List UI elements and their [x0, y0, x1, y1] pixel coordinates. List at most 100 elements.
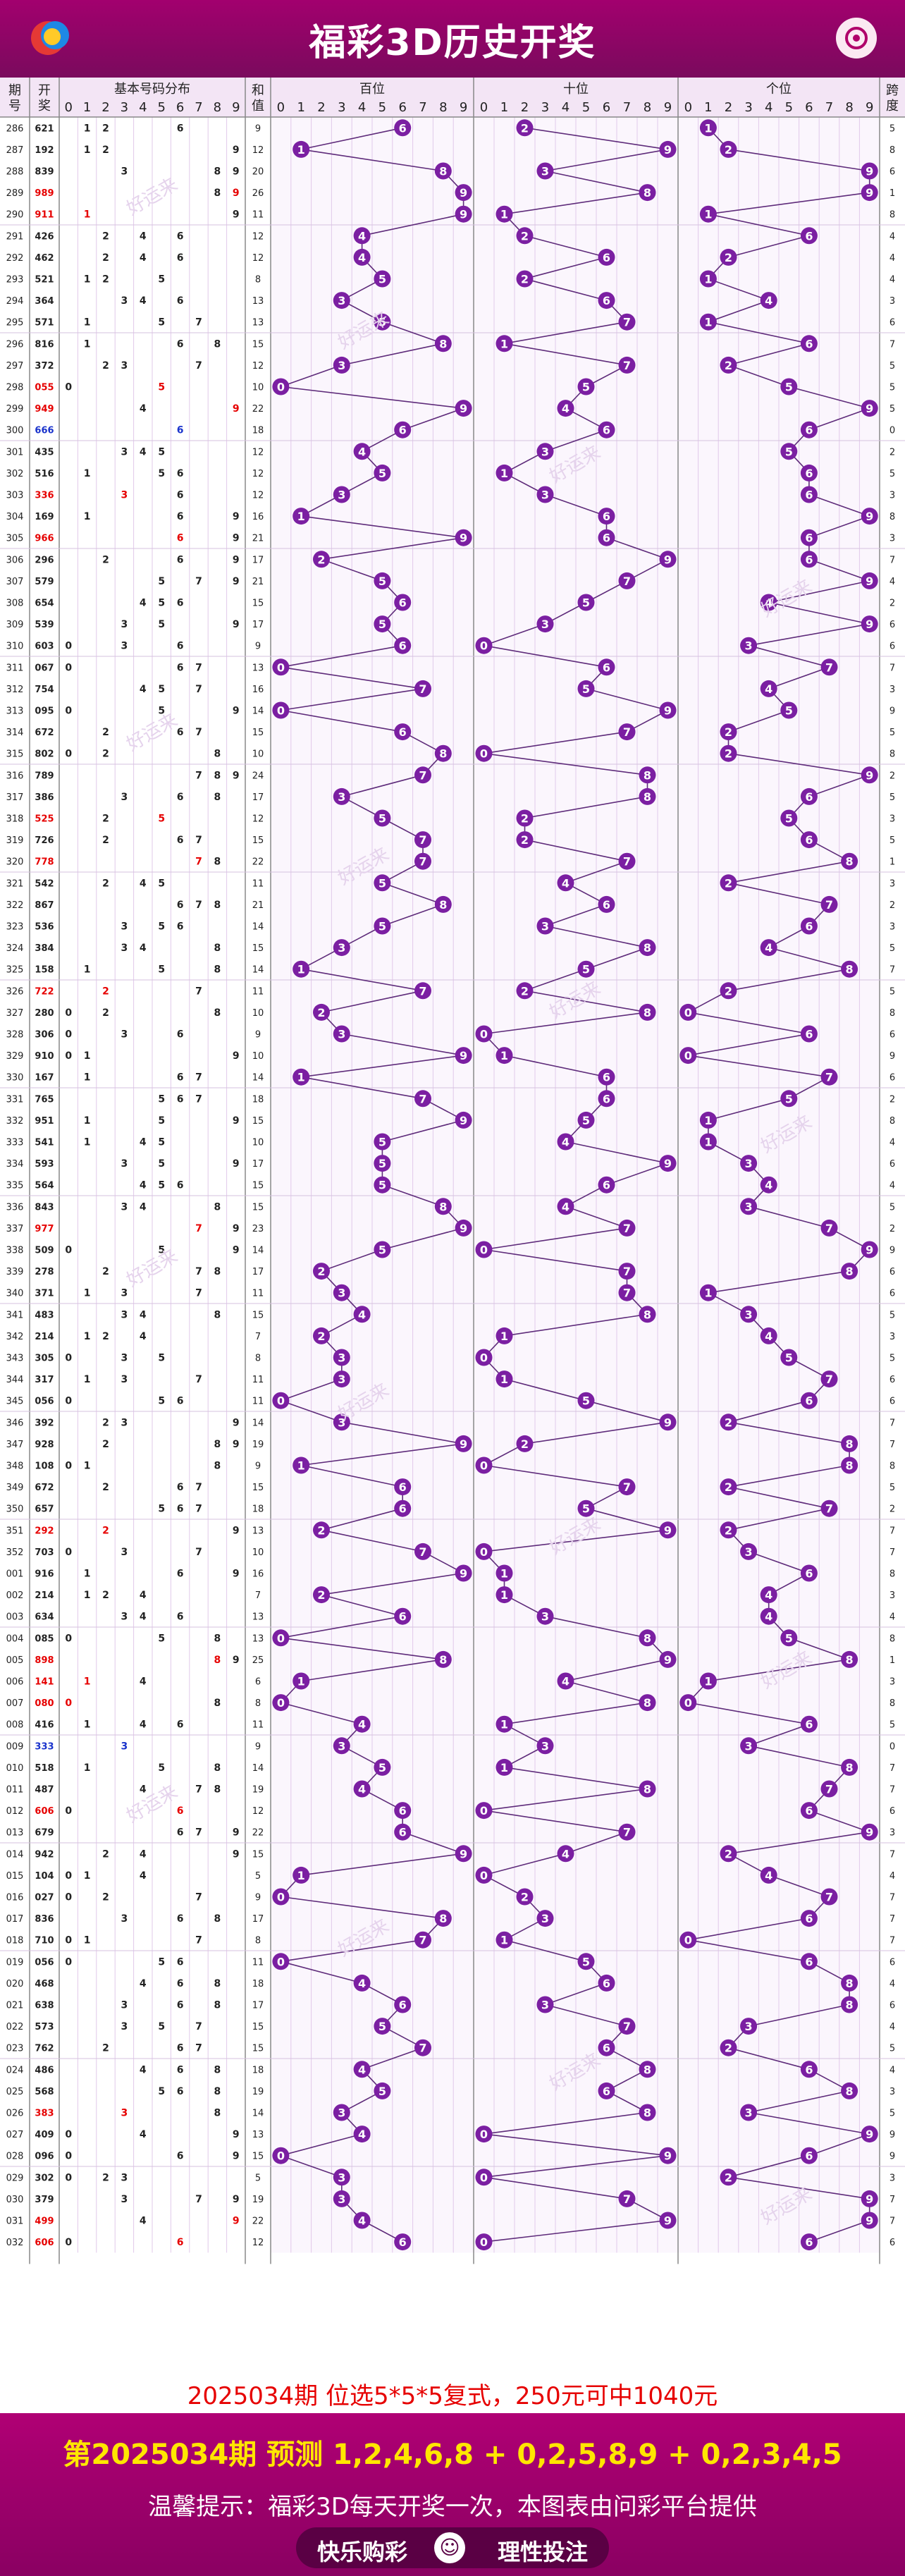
tens-digit-header: 3: [541, 100, 549, 115]
distribution-mark: 5: [158, 878, 165, 889]
distribution-digit-header: 8: [214, 100, 221, 115]
span-value: 5: [889, 1354, 895, 1364]
period-label: 342: [6, 1332, 24, 1342]
distribution-mark: 2: [102, 252, 109, 264]
trend-ball: [313, 1586, 330, 1604]
trend-ball-label: 9: [664, 704, 672, 718]
trend-ball: [536, 1607, 554, 1625]
trend-line: [281, 1896, 443, 1919]
trend-ball: [740, 1306, 758, 1323]
span-value: 8: [889, 1461, 895, 1472]
trend-ball-label: 7: [825, 661, 833, 674]
sum-value: 17: [252, 1914, 264, 1925]
trend-ball-label: 6: [399, 1826, 407, 1839]
span-header: 度: [886, 99, 899, 114]
distribution-mark: 2: [102, 1439, 109, 1450]
trend-ball: [720, 140, 737, 158]
sum-value: 7: [255, 1590, 261, 1601]
trend-line: [565, 1206, 627, 1229]
trend-line: [688, 1012, 810, 1035]
trend-ball-label: 2: [725, 1416, 732, 1429]
trend-ball-label: 6: [603, 510, 610, 523]
trend-ball-label: 9: [866, 2214, 873, 2228]
trend-line: [545, 493, 607, 517]
span-value: 0: [889, 426, 895, 436]
trend-ball-label: 9: [460, 208, 467, 221]
distribution-mark: 0: [65, 2151, 72, 2162]
distribution-mark: 7: [195, 1482, 202, 1493]
trend-ball-label: 5: [378, 920, 386, 933]
distribution-mark: 9: [233, 1525, 240, 1536]
trend-line: [382, 1120, 464, 1143]
trend-line: [281, 688, 424, 711]
trend-ball: [577, 1392, 595, 1409]
distribution-mark: 2: [102, 274, 109, 286]
distribution-mark: 6: [177, 727, 184, 738]
span-value: 4: [889, 1871, 895, 1882]
distribution-mark: 0: [65, 1698, 72, 1709]
trend-ball-label: 5: [785, 1631, 793, 1645]
trend-ball: [557, 1672, 574, 1690]
draw-value: 426: [35, 231, 54, 242]
distribution-mark: 6: [177, 1072, 184, 1084]
trend-ball: [577, 960, 595, 978]
period-label: 334: [6, 1159, 24, 1170]
trend-ball-label: 2: [725, 1480, 732, 1494]
distribution-mark: 4: [140, 252, 147, 264]
sum-value: 16: [252, 1569, 264, 1580]
span-value: 3: [889, 814, 895, 825]
period-label: 318: [6, 814, 24, 825]
draw-value: 386: [35, 792, 54, 803]
sum-value: 21: [252, 577, 264, 587]
trend-ball-label: 6: [399, 596, 407, 610]
draw-value: 839: [35, 167, 54, 178]
trend-ball: [536, 486, 554, 503]
trend-ball-label: 6: [603, 251, 610, 264]
trend-ball: [333, 1370, 350, 1388]
trend-ball: [536, 1996, 554, 2013]
distribution-mark: 2: [102, 749, 109, 760]
trend-ball-label: 2: [725, 1847, 732, 1860]
trend-ball: [374, 1176, 391, 1194]
trend-ball-label: 7: [623, 1265, 631, 1278]
trend-ball-label: 3: [745, 1200, 753, 1213]
trend-ball-label: 3: [338, 1739, 345, 1753]
trend-ball-label: 6: [805, 2149, 813, 2163]
share-icon[interactable]: [836, 18, 877, 59]
trend-ball-label: 9: [866, 618, 873, 631]
trend-ball-label: 3: [745, 2020, 753, 2033]
sum-value: 10: [252, 1138, 264, 1148]
span-value: 5: [889, 361, 895, 372]
trend-ball-label: 1: [297, 1071, 305, 1084]
trend-ball-label: 2: [317, 1523, 325, 1537]
tens-digit-header: 8: [644, 100, 651, 115]
distribution-mark: 7: [195, 360, 202, 372]
trend-ball-label: 9: [460, 1114, 467, 1127]
trend-line: [768, 947, 850, 970]
trend-line: [728, 1464, 850, 1488]
span-value: 8: [889, 210, 895, 221]
tens-header: 十位: [563, 82, 589, 97]
trend-ball-label: 1: [297, 1459, 305, 1473]
draw-value: 606: [35, 2238, 54, 2248]
tens-digit-header: 7: [623, 100, 631, 115]
trend-ball: [720, 744, 737, 762]
span-value: 8: [889, 512, 895, 522]
trend-ball-label: 6: [805, 2063, 813, 2076]
period-label: 339: [6, 1267, 24, 1277]
trend-ball: [353, 227, 371, 245]
trend-ball: [679, 1003, 697, 1021]
draw-value: 336: [35, 491, 54, 501]
distribution-mark: 9: [233, 1569, 240, 1580]
draw-value: 141: [35, 1677, 54, 1688]
trend-ball: [353, 1780, 371, 1798]
trend-ball-label: 9: [460, 1437, 467, 1451]
trend-ball-label: 8: [439, 1653, 447, 1667]
trend-ball-label: 8: [846, 1977, 854, 1990]
trend-ball-label: 0: [277, 661, 285, 674]
draw-value: 666: [35, 426, 54, 436]
distribution-mark: 6: [177, 1180, 184, 1191]
span-value: 6: [889, 1806, 895, 1817]
distribution-mark: 0: [65, 1029, 72, 1041]
distribution-mark: 5: [158, 382, 165, 393]
